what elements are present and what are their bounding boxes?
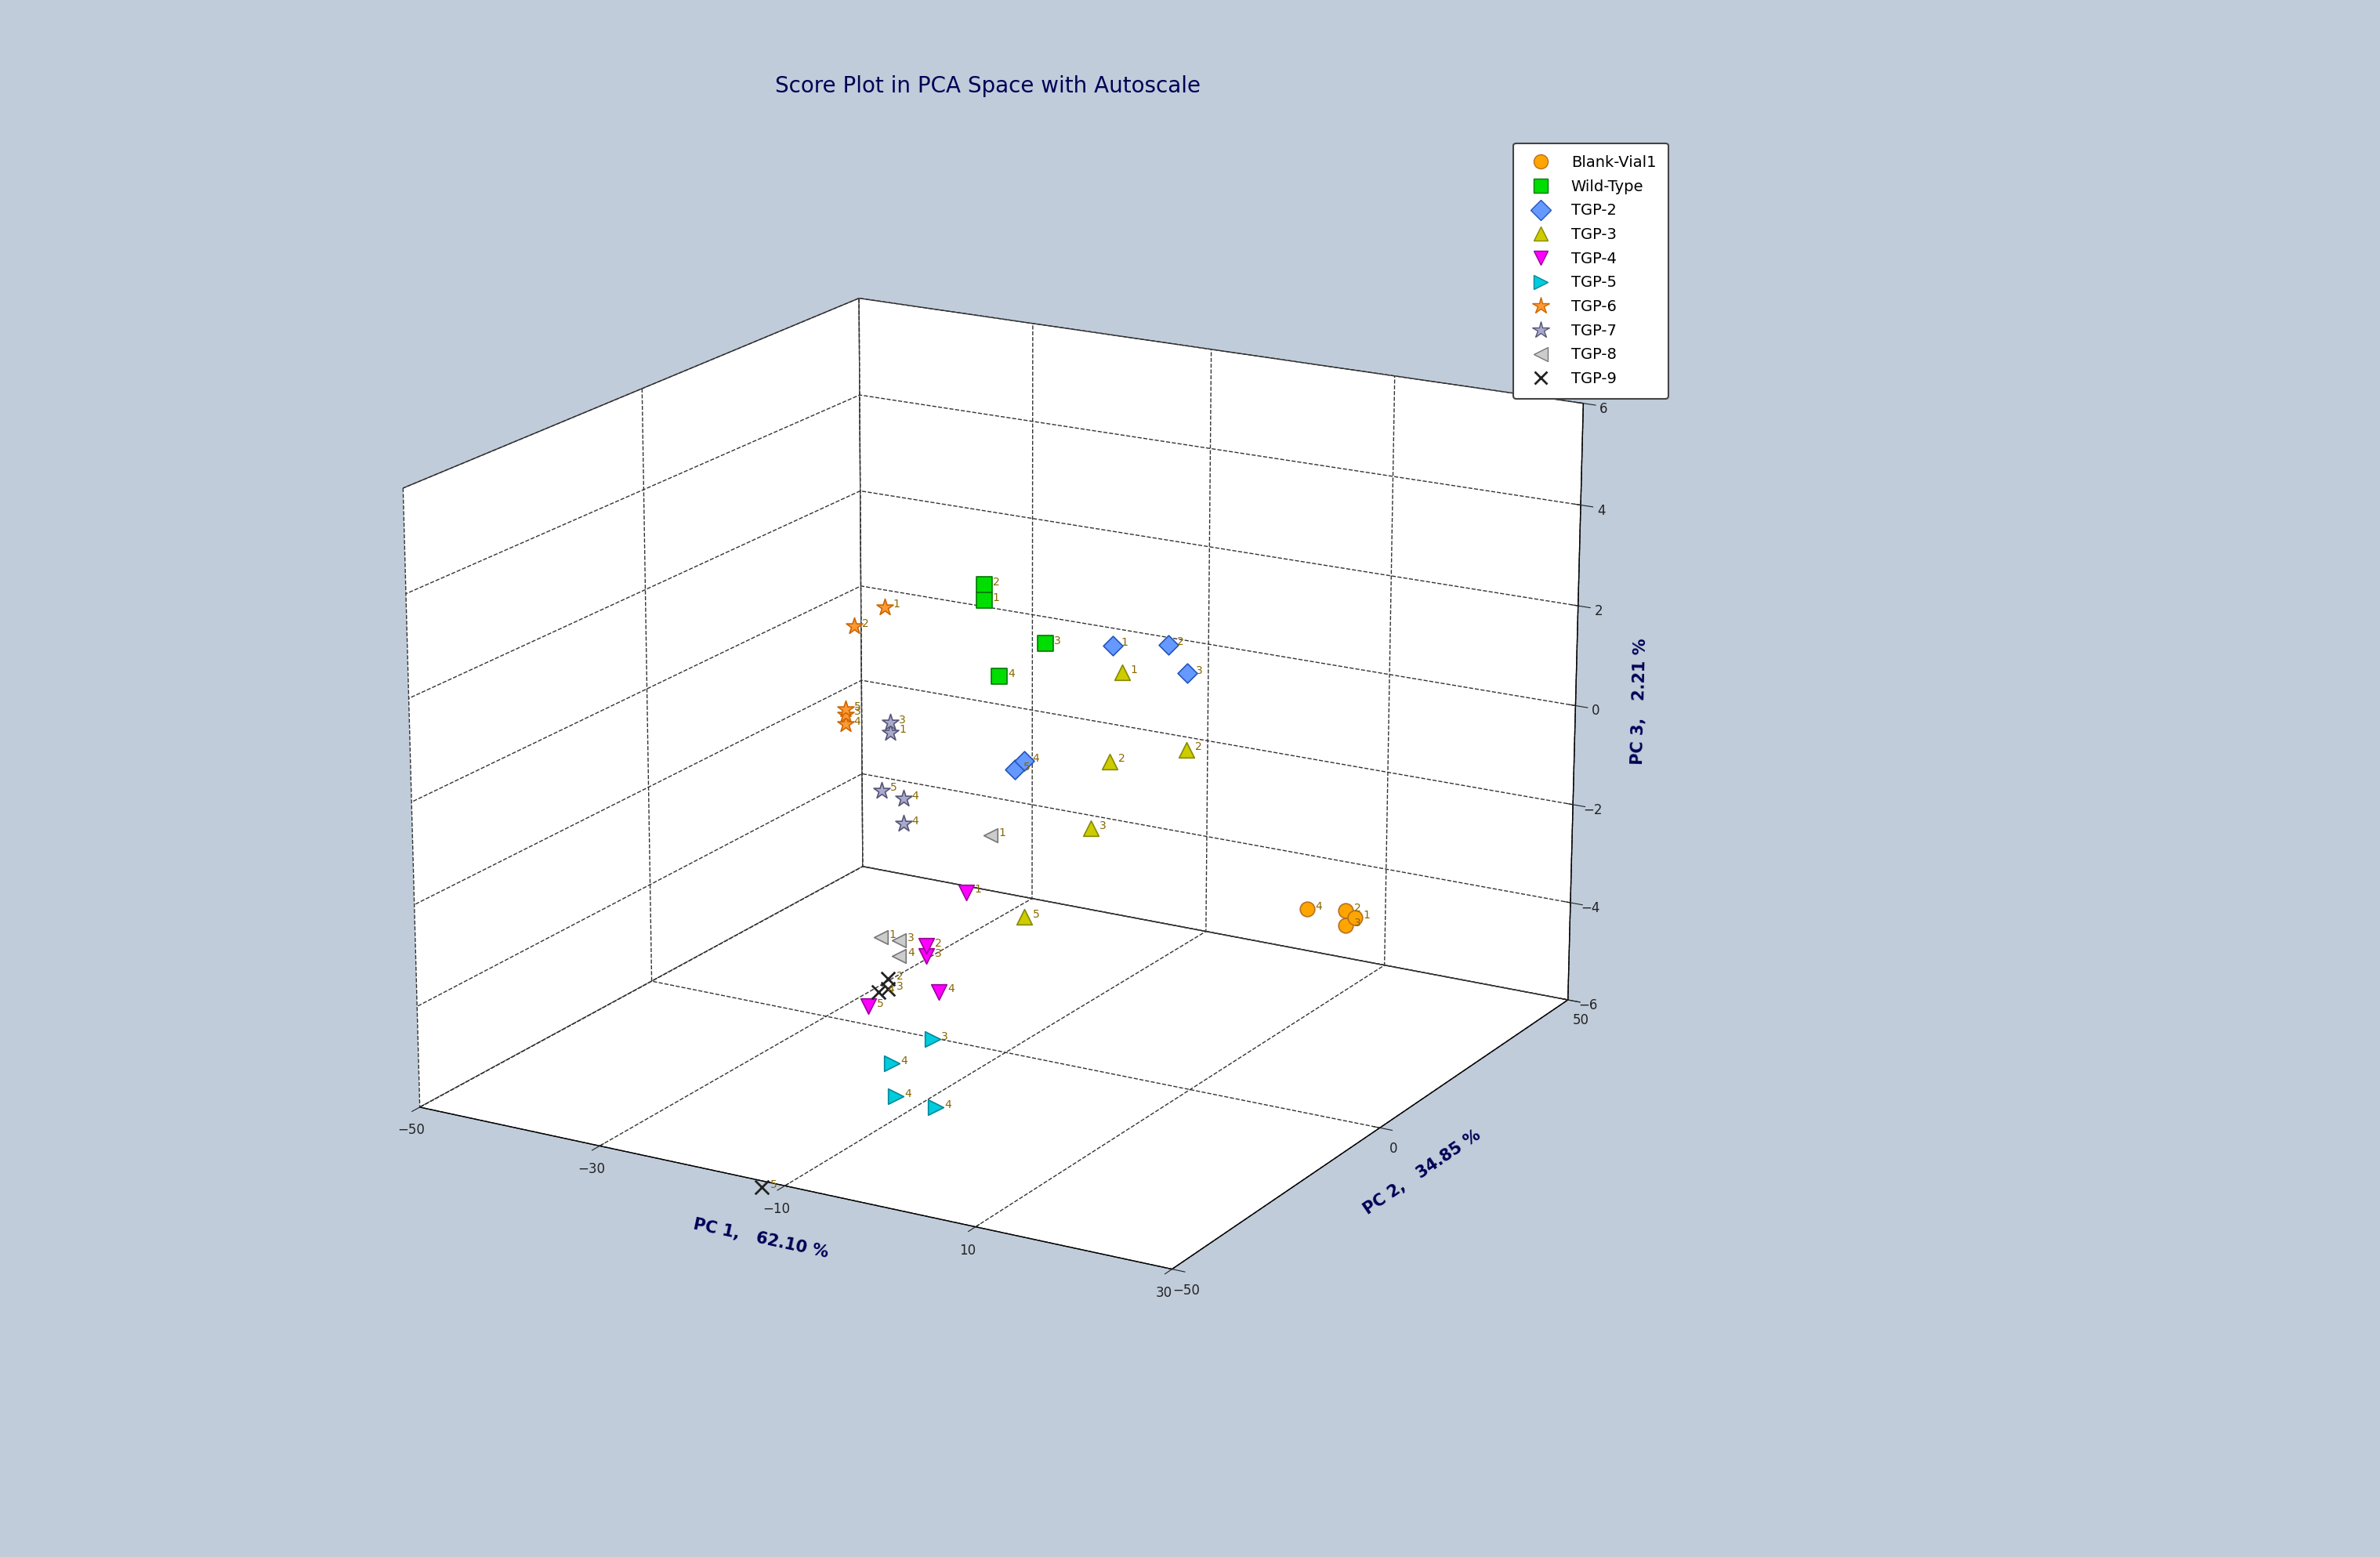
X-axis label: 
PC 1,   62.10 %: PC 1, 62.10 % [693,1199,833,1261]
Title: Score Plot in PCA Space with Autoscale: Score Plot in PCA Space with Autoscale [776,75,1200,98]
Y-axis label: 
PC 2,   34.85 %: PC 2, 34.85 % [1349,1112,1483,1218]
Legend: Blank-Vial1, Wild-Type, TGP-2, TGP-3, TGP-4, TGP-5, TGP-6, TGP-7, TGP-8, TGP-9: Blank-Vial1, Wild-Type, TGP-2, TGP-3, TG… [1514,143,1668,399]
